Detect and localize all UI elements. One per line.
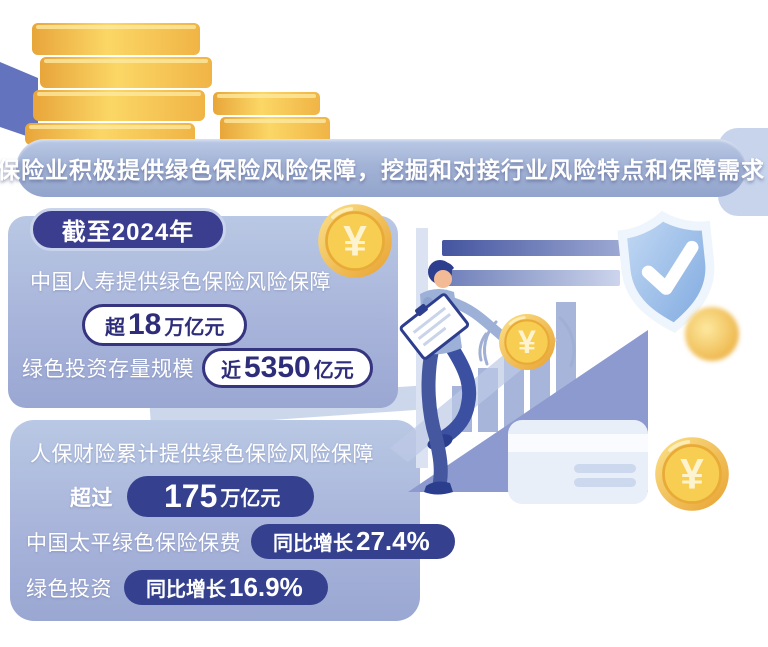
person-illustration xyxy=(399,260,511,495)
green-investment-growth-label: 绿色投资 xyxy=(26,577,112,601)
window-text-bar xyxy=(442,270,620,286)
shield-check-icon xyxy=(617,210,715,334)
pill-value: 18 xyxy=(128,308,162,341)
pill-prefix: 同比增长 xyxy=(146,579,226,601)
headline-banner: 保险业积极提供绿色保险风险保障，挖掘和对接行业风险特点和保障需求 xyxy=(0,139,764,197)
coin-stacks-illustration xyxy=(0,23,330,145)
taiping-premium-label: 中国太平绿色保险保费 xyxy=(26,531,241,555)
picc-coverage-pill: 175 万亿元 xyxy=(127,476,315,517)
purple-parallelogram xyxy=(0,62,38,140)
pill-value: 16.9% xyxy=(229,572,303,602)
green-investment-stock-pill: 近 5350 亿元 xyxy=(202,348,373,388)
main-illustration: ¥ xyxy=(316,202,739,513)
taiping-premium-pill: 同比增长 27.4% xyxy=(251,524,455,559)
pill-value: 5350 xyxy=(244,351,311,384)
coin-stack-small xyxy=(213,92,330,145)
life-coverage-pill: 超 18 万亿元 xyxy=(82,304,248,346)
coin-motion-arcs xyxy=(478,316,576,368)
pill-prefix: 同比增长 xyxy=(273,533,353,555)
coin-stack-large xyxy=(25,23,212,145)
period-badge: 截至2024年 xyxy=(30,208,226,251)
green-investment-stock-label: 绿色投资存量规模 xyxy=(22,358,194,381)
life-insurance-label: 中国人寿提供绿色保险风险保障 xyxy=(30,271,331,294)
stats-panel-picc: 人保财险累计提供绿色保险风险保障 超过 175 万亿元 中国太平绿色保险保费 同… xyxy=(10,420,455,621)
pill-value: 27.4% xyxy=(356,526,430,556)
pill-value: 175 xyxy=(164,478,218,514)
pill-prefix: 超 xyxy=(105,316,125,339)
pill-prefix: 近 xyxy=(221,359,241,382)
pill-unit: 万亿元 xyxy=(164,316,225,339)
picc-coverage-label: 人保财险累计提供绿色保险风险保障 xyxy=(30,443,374,466)
green-investment-growth-pill: 同比增长 16.9% xyxy=(124,570,328,605)
blurred-coin-icon xyxy=(685,307,739,361)
credit-card-icon xyxy=(508,420,648,504)
headline-text: 保险业积极提供绿色保险风险保障，挖掘和对接行业风险特点和保障需求 xyxy=(0,157,765,183)
pill-unit: 万亿元 xyxy=(220,488,281,510)
clipboard-icon xyxy=(399,293,470,360)
pill-unit: 亿元 xyxy=(313,359,354,382)
picc-over-prefix: 超过 xyxy=(70,486,113,510)
